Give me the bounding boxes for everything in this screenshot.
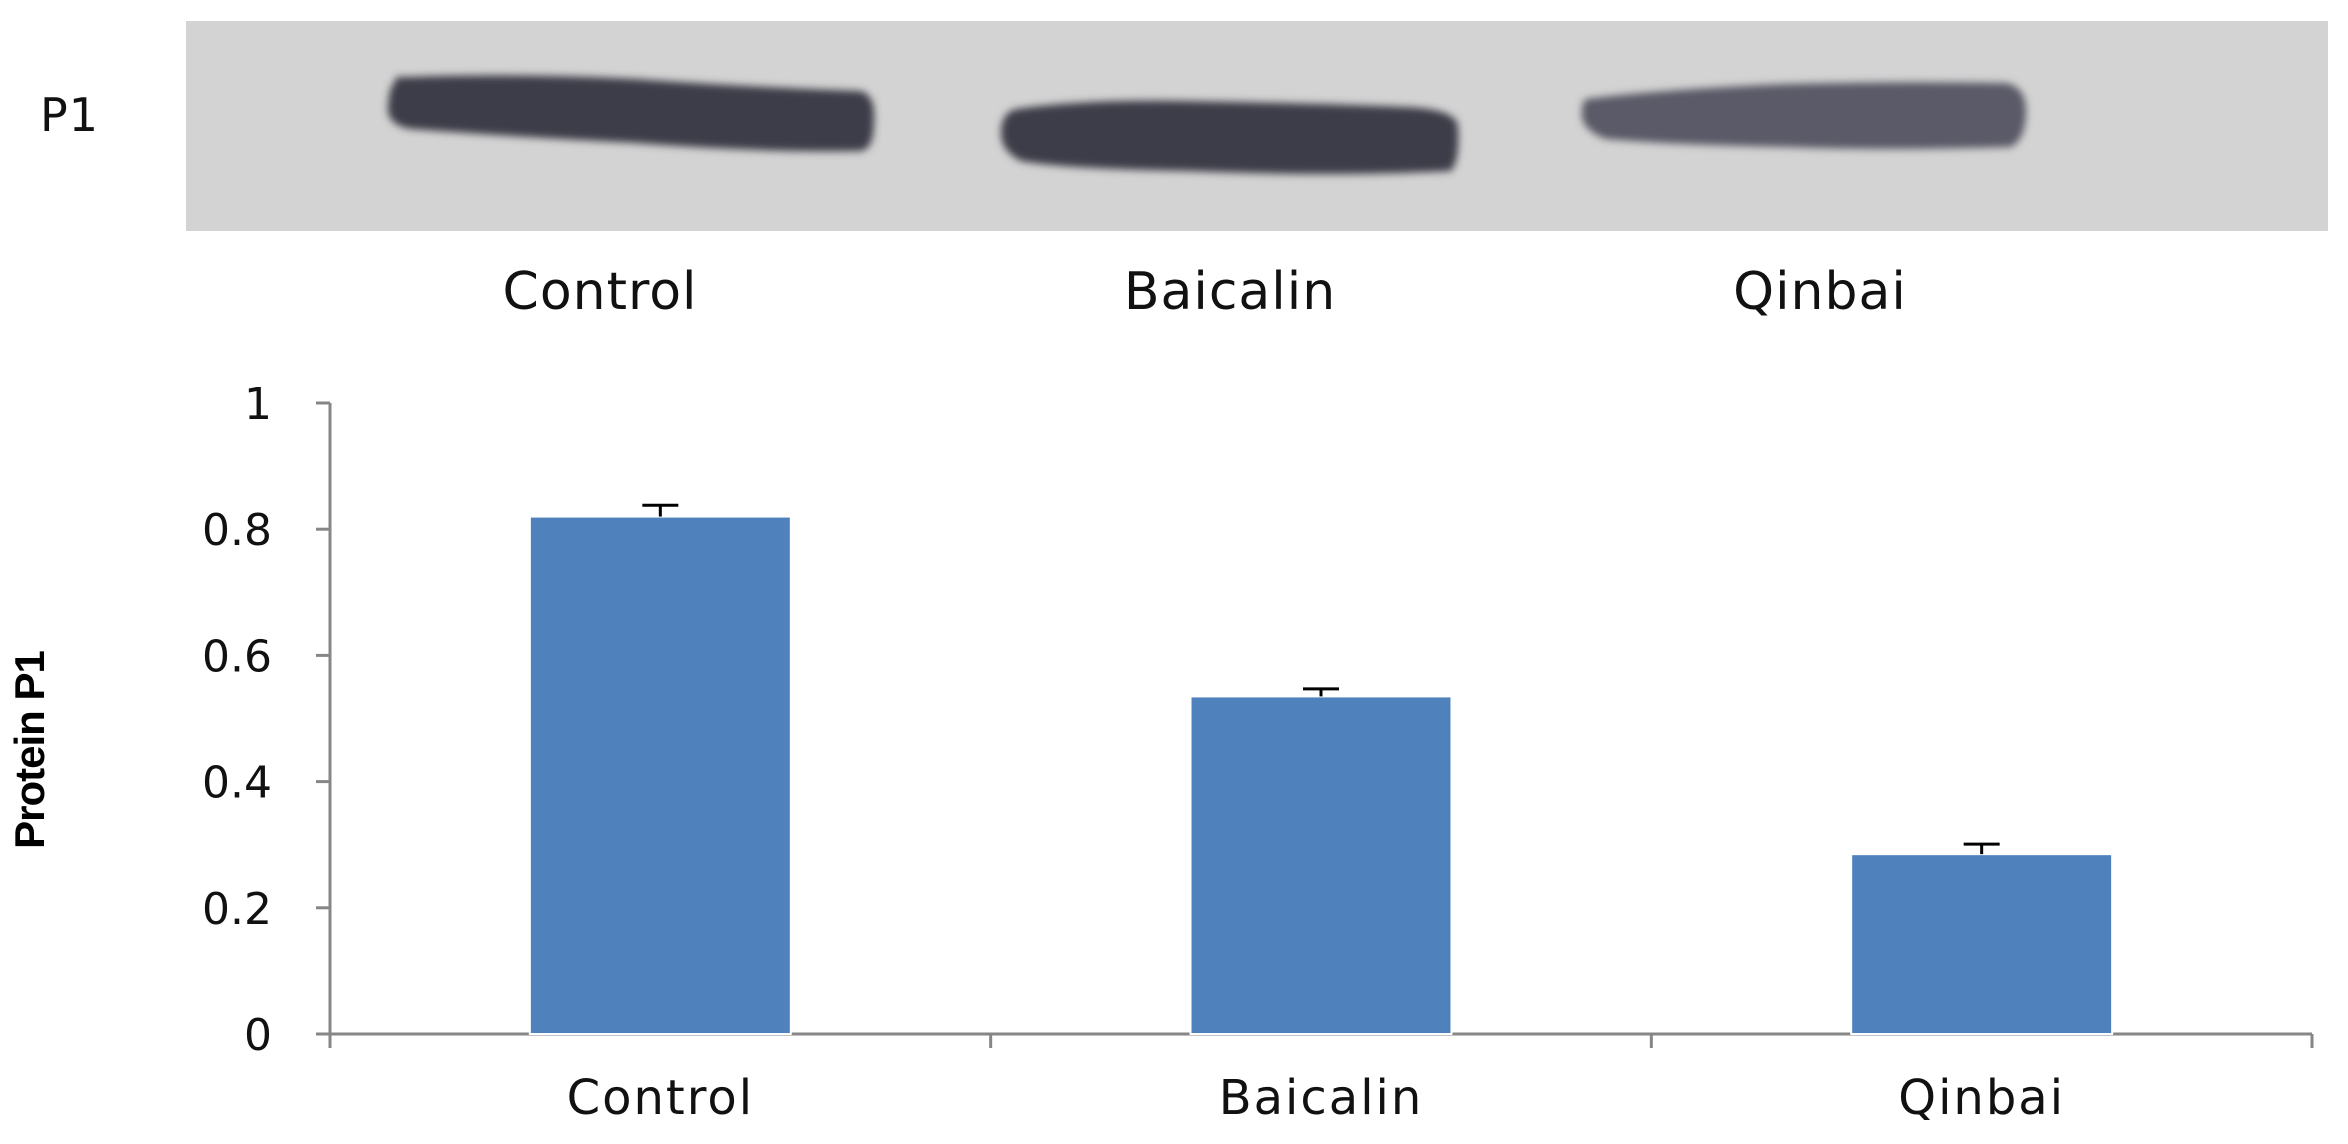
bars [528, 515, 2114, 1035]
lane-label-baicalin: Baicalin [1123, 262, 1337, 322]
x-tick-label: Qinbai [1898, 1070, 2065, 1126]
lane-label-control: Control [502, 262, 698, 322]
blot-band-control [387, 75, 875, 152]
blot-membrane [186, 21, 2328, 231]
blot-band-baicalin [1001, 100, 1459, 174]
blot-band-qinbai [1581, 82, 2026, 149]
y-axis: 0 0.2 0.4 0.6 0.8 1 [202, 379, 332, 1061]
lane-label-qinbai: Qinbai [1733, 262, 1907, 322]
blot-bands [387, 75, 2026, 174]
bar-baicalin [1189, 695, 1453, 1035]
western-blot-panel: P1 Control Baicalin Qinbai [0, 0, 2348, 322]
y-tick-label: 0 [244, 1010, 272, 1061]
bar-control [528, 515, 792, 1035]
y-tick-label: 0.8 [202, 505, 272, 556]
y-tick-label: 0.4 [202, 758, 272, 809]
error-bars [642, 503, 2000, 855]
y-tick-label: 0.2 [202, 884, 272, 935]
y-tick-label: 1 [244, 379, 272, 430]
y-axis-label: Protein P1 [6, 651, 53, 849]
y-tick-label: 0.6 [202, 631, 272, 682]
x-tick-label: Baicalin [1219, 1070, 1424, 1126]
x-axis: Control Baicalin Qinbai [328, 1032, 2314, 1126]
bar-chart: 0 0.2 0.4 0.6 0.8 1 Control Baicalin Qinbai [202, 379, 2314, 1126]
bar-qinbai [1850, 853, 2114, 1035]
x-tick-label: Control [567, 1070, 755, 1126]
blot-protein-label: P1 [40, 88, 100, 142]
